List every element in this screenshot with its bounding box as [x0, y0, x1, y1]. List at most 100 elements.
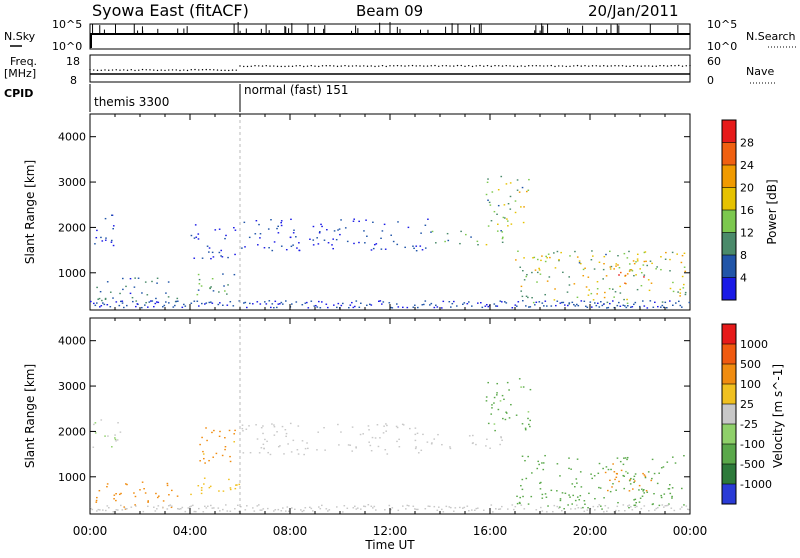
nave-point — [303, 65, 305, 68]
range-cell — [623, 457, 625, 459]
range-cell-near — [325, 508, 328, 510]
range-cell — [489, 204, 492, 206]
colorbar-swatch — [722, 277, 736, 301]
range-cell — [95, 501, 98, 503]
range-cell — [660, 256, 662, 258]
range-cell — [224, 237, 226, 240]
range-cell — [218, 291, 220, 293]
range-cell — [500, 436, 502, 438]
range-cell-near — [591, 306, 593, 308]
range-cell — [221, 256, 224, 258]
range-cell — [220, 255, 222, 257]
colorbar-frame — [721, 323, 737, 505]
range-cell — [377, 445, 380, 448]
range-cell-near — [445, 505, 448, 508]
range-cell — [166, 484, 169, 487]
range-cell — [527, 189, 530, 191]
range-cell — [626, 298, 628, 301]
nave-point — [633, 64, 635, 67]
nave-point — [201, 69, 204, 71]
range-cell-near — [481, 306, 484, 309]
range-cell — [256, 438, 259, 440]
range-cell — [427, 218, 429, 220]
range-cell — [228, 478, 230, 481]
range-cell — [545, 496, 548, 498]
range-cell-near — [633, 303, 635, 306]
range-cell — [660, 496, 663, 499]
range-cell-near — [594, 302, 596, 304]
range-cell — [390, 234, 393, 236]
colorbar-swatch — [722, 444, 736, 465]
range-cell — [97, 298, 99, 300]
range-cell-near — [397, 306, 400, 308]
nave-point — [430, 65, 432, 67]
nave-point — [663, 65, 665, 67]
range-cell-near — [618, 301, 620, 304]
range-cell-near — [606, 510, 608, 513]
range-cell-near — [391, 307, 394, 309]
range-cell — [628, 506, 630, 509]
range-cell — [396, 426, 399, 429]
range-cell — [669, 270, 671, 272]
range-cell-near — [634, 506, 637, 508]
nave-point — [644, 65, 646, 67]
range-cell — [607, 468, 610, 471]
range-cell — [104, 217, 107, 220]
range-cell — [234, 253, 236, 256]
range-cell — [499, 400, 502, 402]
range-cell — [628, 479, 631, 482]
range-cell — [104, 298, 107, 301]
range-cell-near — [574, 305, 577, 307]
range-cell — [475, 443, 477, 446]
range-cell-near — [210, 504, 212, 507]
range-cell — [677, 291, 679, 293]
power-colorbar-label: Power [dB] — [765, 179, 779, 244]
nave-point — [449, 65, 451, 67]
range-cell-near — [603, 511, 605, 513]
range-cell-near — [429, 505, 431, 508]
range-cell — [534, 269, 537, 271]
nave-point — [603, 65, 605, 67]
range-cell — [571, 483, 574, 485]
range-cell-near — [304, 302, 307, 304]
range-cell — [476, 240, 479, 243]
range-cell-near — [598, 504, 601, 506]
range-cell-near — [136, 303, 139, 305]
range-cell-near — [153, 305, 155, 308]
colorbar-swatch — [722, 364, 736, 385]
nave-point — [565, 65, 567, 68]
range-cell-near — [397, 509, 400, 512]
range-cell — [264, 438, 266, 441]
range-cell — [279, 445, 281, 447]
range-cell — [632, 478, 635, 480]
range-cell — [281, 425, 284, 428]
range-cell — [487, 381, 490, 384]
range-cell — [643, 489, 645, 491]
nave-point — [273, 65, 275, 67]
range-cell — [289, 422, 292, 425]
range-cell — [195, 236, 198, 238]
nave-point — [640, 65, 642, 67]
range-cell-near — [337, 302, 340, 305]
range-cell — [208, 459, 210, 462]
nave-point — [423, 65, 425, 67]
nave-point — [389, 65, 391, 67]
range-cell — [672, 290, 675, 293]
range-cell — [376, 424, 379, 426]
range-cell — [578, 499, 581, 501]
range-cell-near — [291, 303, 293, 305]
freq-trace — [89, 64, 691, 75]
range-cell-near — [406, 504, 409, 507]
range-cell — [633, 274, 635, 277]
range-cell-near — [115, 509, 118, 511]
range-cell — [98, 489, 101, 492]
range-cell — [528, 423, 530, 426]
range-cell — [521, 478, 524, 481]
range-cell-near — [625, 306, 628, 309]
nave-point — [621, 65, 624, 67]
range-cell — [351, 426, 354, 428]
nave-point — [153, 69, 155, 71]
range-cell — [625, 282, 627, 285]
range-cell-near — [456, 305, 458, 307]
range-cell — [507, 225, 509, 227]
